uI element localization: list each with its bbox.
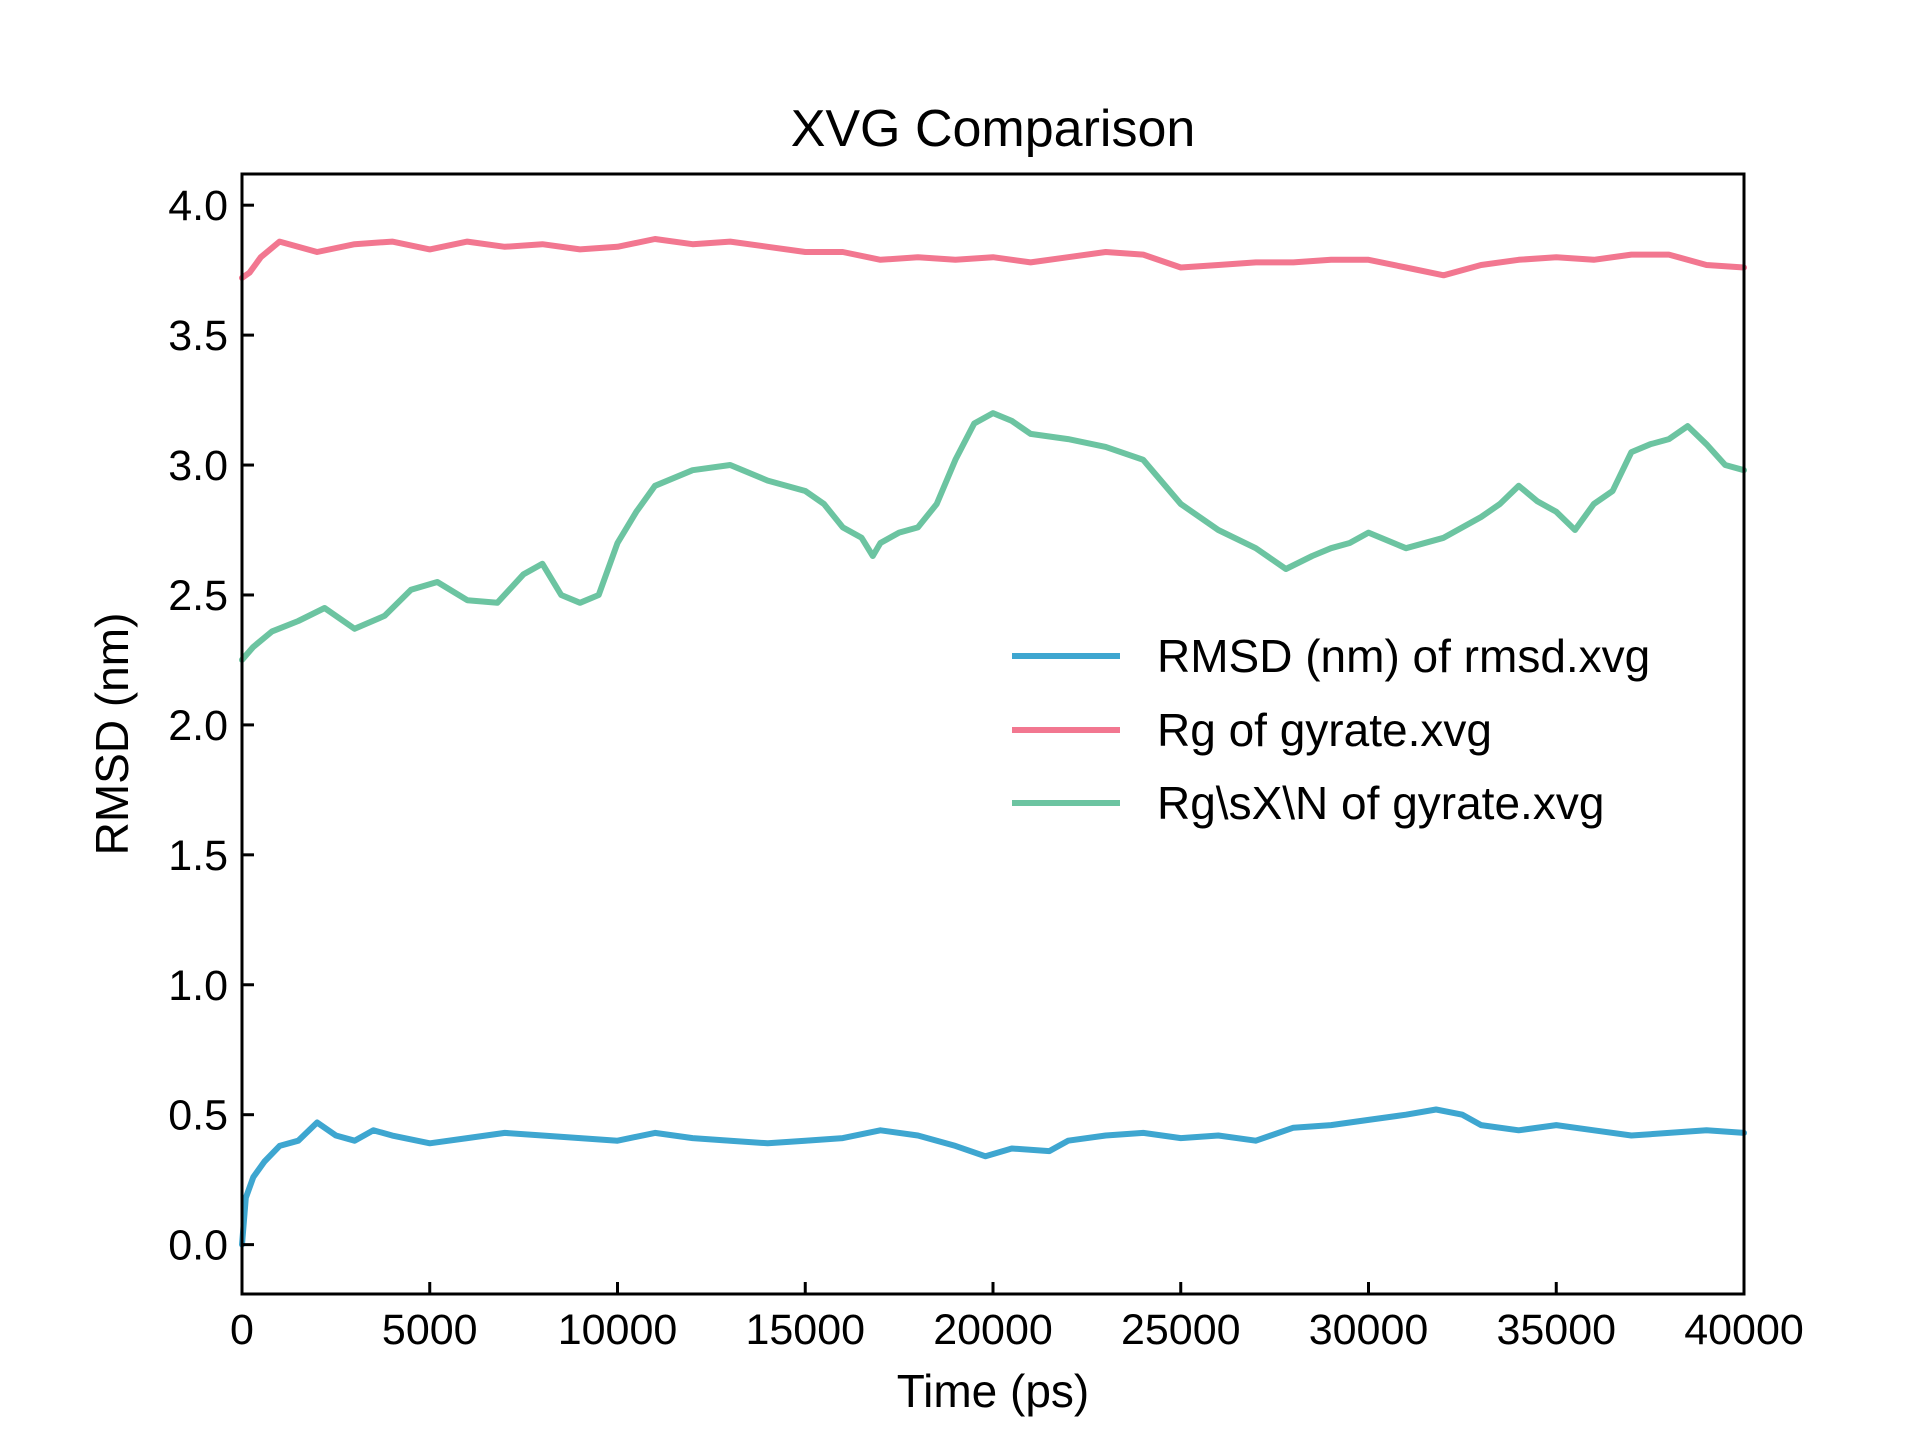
legend-label-1: Rg of gyrate.xvg (1157, 704, 1492, 756)
x-tick-label: 20000 (933, 1306, 1053, 1354)
legend: RMSD (nm) of rmsd.xvg Rg of gyrate.xvg Rg\… (1012, 630, 1650, 829)
y-tick-label: 0.5 (168, 1092, 228, 1140)
y-tick-label: 1.5 (168, 832, 228, 880)
x-axis-label: Time (ps) (897, 1365, 1090, 1417)
x-tick-label: 35000 (1496, 1306, 1616, 1354)
y-tick-label: 0.0 (168, 1222, 228, 1270)
y-tick-label: 4.0 (168, 182, 228, 230)
y-tick-label: 1.0 (168, 962, 228, 1010)
legend-label-2: Rg\sX\N of gyrate.xvg (1157, 777, 1604, 829)
y-tick-label: 3.5 (168, 312, 228, 360)
x-axis: 0 5000 10000 15000 20000 25000 30000 35000 40000 (230, 1282, 1804, 1354)
x-tick-label: 25000 (1121, 1306, 1241, 1354)
y-tick-label: 2.0 (168, 702, 228, 750)
x-tick-label: 10000 (558, 1306, 678, 1354)
x-tick-label: 5000 (382, 1306, 478, 1354)
y-axis: 0.0 0.5 1.0 1.5 2.0 2.5 3.0 3.5 4.0 (168, 182, 254, 1270)
chart-title: XVG Comparison (791, 100, 1196, 158)
x-tick-label: 40000 (1684, 1306, 1804, 1354)
x-tick-label: 0 (230, 1306, 254, 1354)
series-line-1 (239, 236, 1747, 281)
x-tick-label: 15000 (745, 1306, 865, 1354)
series-layer (239, 236, 1747, 1248)
series-line-0 (239, 1106, 1747, 1248)
y-tick-label: 3.0 (168, 442, 228, 490)
y-tick-label: 2.5 (168, 572, 228, 620)
plot-frame (240, 172, 1746, 1296)
y-axis-label: RMSD (nm) (86, 613, 138, 856)
legend-label-0: RMSD (nm) of rmsd.xvg (1157, 630, 1650, 682)
x-tick-label: 30000 (1309, 1306, 1429, 1354)
series-line-2 (239, 410, 1747, 663)
